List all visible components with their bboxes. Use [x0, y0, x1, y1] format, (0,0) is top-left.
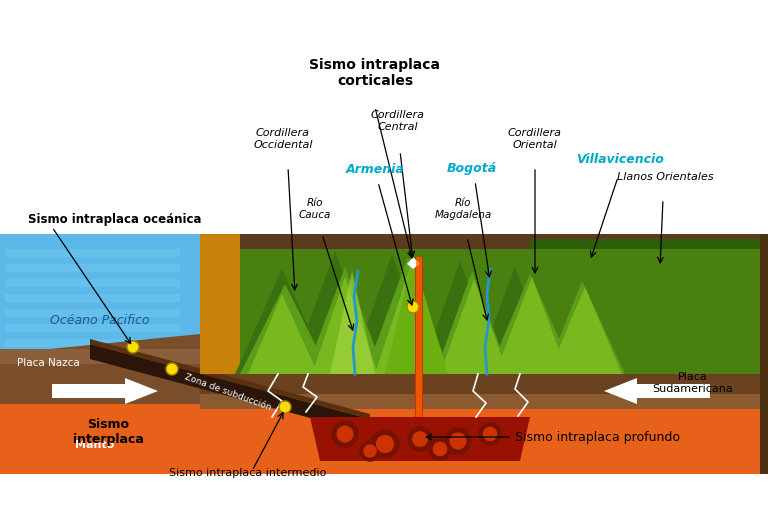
Polygon shape	[305, 267, 385, 374]
Circle shape	[433, 442, 447, 456]
Polygon shape	[407, 258, 420, 269]
Polygon shape	[5, 354, 180, 362]
Polygon shape	[5, 249, 180, 258]
Polygon shape	[200, 235, 240, 374]
Circle shape	[127, 342, 139, 353]
Polygon shape	[240, 285, 330, 374]
Text: Villavicencio: Villavicencio	[576, 153, 664, 165]
Polygon shape	[5, 324, 180, 332]
Polygon shape	[495, 277, 568, 374]
Polygon shape	[548, 288, 622, 374]
Polygon shape	[310, 417, 530, 461]
Polygon shape	[248, 294, 318, 374]
Circle shape	[450, 433, 466, 449]
Polygon shape	[0, 404, 768, 474]
Circle shape	[337, 427, 353, 442]
Text: Manto: Manto	[75, 439, 114, 449]
Polygon shape	[0, 235, 235, 389]
Text: Cordillera
Central: Cordillera Central	[371, 110, 425, 131]
Polygon shape	[0, 349, 200, 364]
Polygon shape	[375, 262, 448, 374]
Polygon shape	[240, 249, 760, 374]
Circle shape	[166, 363, 178, 375]
Polygon shape	[200, 235, 760, 374]
Polygon shape	[545, 281, 625, 374]
Polygon shape	[604, 378, 710, 404]
Polygon shape	[5, 369, 180, 377]
Polygon shape	[435, 271, 510, 374]
Text: Placa Nazca: Placa Nazca	[17, 357, 79, 367]
Text: Cordillera
Occidental: Cordillera Occidental	[253, 128, 313, 149]
Circle shape	[371, 430, 399, 458]
Circle shape	[408, 427, 432, 451]
Polygon shape	[0, 334, 200, 404]
Polygon shape	[488, 274, 575, 374]
Polygon shape	[395, 263, 440, 374]
Polygon shape	[760, 235, 768, 474]
Polygon shape	[5, 265, 180, 272]
Polygon shape	[90, 340, 370, 419]
Polygon shape	[5, 279, 180, 288]
Circle shape	[376, 436, 393, 453]
Text: Sismo intraplaca oceánica: Sismo intraplaca oceánica	[28, 213, 201, 225]
Circle shape	[279, 401, 291, 413]
Polygon shape	[312, 277, 378, 374]
Polygon shape	[5, 309, 180, 318]
Polygon shape	[5, 294, 180, 302]
Polygon shape	[200, 394, 760, 409]
Text: Río
Magdalena: Río Magdalena	[435, 197, 492, 219]
Polygon shape	[330, 271, 375, 374]
Text: Bogotá: Bogotá	[447, 162, 497, 175]
Polygon shape	[200, 409, 760, 474]
Circle shape	[445, 428, 471, 454]
Circle shape	[360, 441, 380, 461]
Text: Zona de subducción: Zona de subducción	[184, 372, 273, 411]
Polygon shape	[530, 240, 760, 374]
Polygon shape	[365, 258, 450, 374]
Circle shape	[364, 445, 376, 457]
Circle shape	[479, 423, 501, 445]
Text: Cordillera
Oriental: Cordillera Oriental	[508, 128, 562, 149]
Text: Armenia: Armenia	[346, 163, 405, 176]
Text: Río
Cauca: Río Cauca	[299, 197, 331, 219]
Polygon shape	[440, 279, 508, 374]
Polygon shape	[290, 251, 380, 374]
Text: Sismo intraplaca intermedio: Sismo intraplaca intermedio	[169, 467, 326, 477]
Polygon shape	[415, 258, 423, 417]
Circle shape	[483, 428, 497, 441]
Polygon shape	[475, 267, 555, 374]
Text: Sismo intraplaca profundo: Sismo intraplaca profundo	[515, 431, 680, 444]
Polygon shape	[235, 269, 330, 374]
Polygon shape	[420, 262, 500, 374]
Text: Placa
Sudamericana: Placa Sudamericana	[653, 372, 733, 393]
Polygon shape	[416, 258, 422, 417]
Polygon shape	[385, 258, 448, 374]
Circle shape	[412, 432, 427, 446]
Polygon shape	[5, 340, 180, 347]
Circle shape	[332, 421, 358, 447]
Circle shape	[407, 301, 419, 314]
Text: Sismo intraplaca
corticales: Sismo intraplaca corticales	[310, 58, 441, 88]
Polygon shape	[200, 374, 760, 394]
Polygon shape	[350, 254, 435, 374]
Text: Océano Pacifico: Océano Pacifico	[50, 313, 150, 326]
Text: Sismo
interplaca: Sismo interplaca	[72, 417, 144, 445]
Text: Llanos Orientales: Llanos Orientales	[617, 172, 713, 182]
Polygon shape	[90, 344, 370, 434]
Circle shape	[429, 438, 451, 460]
Polygon shape	[52, 378, 158, 404]
Polygon shape	[200, 249, 760, 374]
